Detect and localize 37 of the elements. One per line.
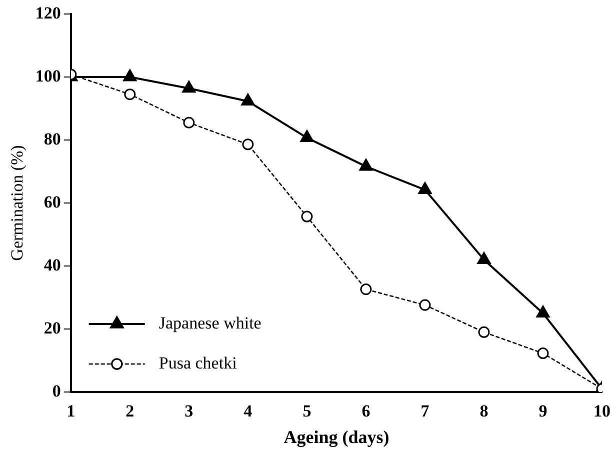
- point: [183, 116, 195, 128]
- point: [124, 88, 136, 100]
- point: [418, 182, 432, 194]
- y-tick-label: 0: [52, 381, 61, 400]
- point: [123, 69, 137, 82]
- point: [359, 158, 373, 171]
- point: [242, 138, 254, 150]
- x-tick-label: 8: [480, 402, 488, 421]
- point: [477, 252, 491, 264]
- point: [241, 94, 255, 106]
- legend-label: Japanese white: [158, 313, 262, 332]
- y-tick-label: 80: [44, 129, 61, 148]
- y-tick-label: 120: [35, 3, 61, 22]
- point: [537, 348, 549, 360]
- point: [419, 299, 431, 311]
- point: [478, 326, 490, 338]
- x-tick-label: 6: [362, 402, 370, 421]
- x-tick-label: 10: [594, 402, 610, 421]
- x-axis-title: Ageing (days): [284, 426, 390, 447]
- point: [360, 284, 372, 296]
- point: [300, 130, 314, 142]
- x-tick-label: 3: [184, 402, 194, 421]
- x-tick-label: 5: [302, 402, 312, 421]
- x-tick-label: 1: [66, 402, 76, 421]
- y-tick-label: 60: [44, 192, 61, 212]
- x-tick-label: 7: [420, 402, 430, 421]
- x-tick-label: 9: [538, 402, 548, 421]
- point: [182, 80, 196, 93]
- y-tick-label: 20: [44, 318, 61, 338]
- x-tick-label: 2: [126, 402, 134, 421]
- point: [536, 306, 550, 318]
- point: [301, 210, 313, 222]
- y-tick-label: 40: [44, 255, 61, 274]
- y-axis-title: Germination (%): [8, 145, 27, 261]
- y-tick-label: 100: [35, 66, 61, 86]
- legend-label: Pusa chetki: [158, 353, 238, 372]
- x-tick-label: 4: [244, 402, 253, 421]
